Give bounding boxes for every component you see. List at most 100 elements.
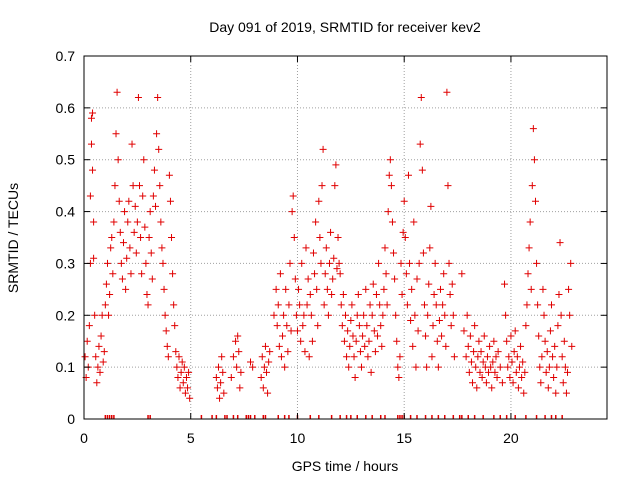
axis-tick-labels: 0 0.1 0.2 0.3 0.4 0.5 0.6 0.7 0 5 10 15 20 [56,48,519,446]
data-point [162,327,170,335]
data-point [412,363,420,371]
data-point [102,280,110,288]
data-point [137,234,145,241]
data-point [418,166,426,174]
y-axis-label: SRMTID / TECUs [5,183,21,293]
data-point [533,259,541,267]
data-point [474,353,482,361]
data-point [116,228,124,236]
data-point [321,270,329,278]
data-point [216,394,224,402]
data-point [419,249,427,257]
data-point [305,353,313,361]
data-point [168,234,176,241]
x-tick-label: 20 [503,430,519,446]
data-point [475,337,483,345]
data-point [319,145,327,153]
data-point [288,208,296,216]
data-point [174,374,182,382]
data-point [387,182,395,190]
data-point [384,208,392,216]
y-tick-label: 0.3 [56,255,76,271]
data-point [347,316,355,324]
data-point [503,337,511,345]
data-point [523,301,531,309]
data-point [103,259,111,267]
data-point [121,208,129,216]
data-point [90,254,98,262]
data-point [122,285,130,293]
data-point [509,379,517,387]
data-point [150,166,158,174]
data-point [402,270,410,278]
data-point [134,93,142,101]
data-point [543,348,551,356]
data-point [136,182,144,190]
data-point [345,363,353,371]
data-point [291,275,299,283]
data-point [478,374,486,382]
data-point [99,358,107,366]
data-point [170,301,178,309]
data-point [329,275,337,283]
data-point [113,88,121,96]
data-point [565,285,573,293]
data-point [441,311,449,319]
data-point [518,374,526,382]
data-point [349,332,357,340]
y-tick-label: 0.1 [56,359,76,375]
data-point [472,363,480,371]
data-point [541,337,549,345]
data-point [529,125,537,133]
data-point [260,363,268,371]
data-point [338,322,346,330]
data-point [138,270,146,278]
data-point [213,384,221,392]
data-point [377,322,385,330]
data-point [424,311,432,319]
data-point [519,358,527,366]
data-point [334,234,342,241]
data-point [348,301,356,309]
data-point [420,301,428,309]
data-point [303,301,311,309]
data-point [466,332,474,340]
data-point [337,301,345,309]
data-point [521,368,529,376]
data-point [339,291,347,299]
data-point [448,280,456,288]
data-point [247,358,255,366]
data-point [146,208,154,216]
data-point [487,363,495,371]
data-point [232,337,240,345]
data-point [550,374,558,382]
data-point [180,363,188,371]
data-point [149,192,157,200]
data-point [297,337,305,345]
data-point [249,363,257,371]
data-point [324,311,332,319]
data-point [289,192,297,200]
data-point [395,374,403,382]
data-point [374,332,382,340]
data-point [566,311,574,319]
data-point [467,358,475,366]
data-point [501,280,509,288]
data-point [312,218,320,226]
data-point [493,374,501,382]
data-point [110,218,118,226]
data-point [284,348,292,356]
data-point [108,234,116,241]
data-point [450,353,458,361]
data-point [393,337,401,345]
data-point [266,348,274,356]
data-point [142,259,150,267]
data-point [465,368,473,376]
data-point [327,228,335,236]
data-point [309,249,317,257]
data-point [132,249,140,257]
data-point [416,140,424,148]
data-points [81,88,576,402]
data-point [359,332,367,340]
data-point [159,259,167,267]
